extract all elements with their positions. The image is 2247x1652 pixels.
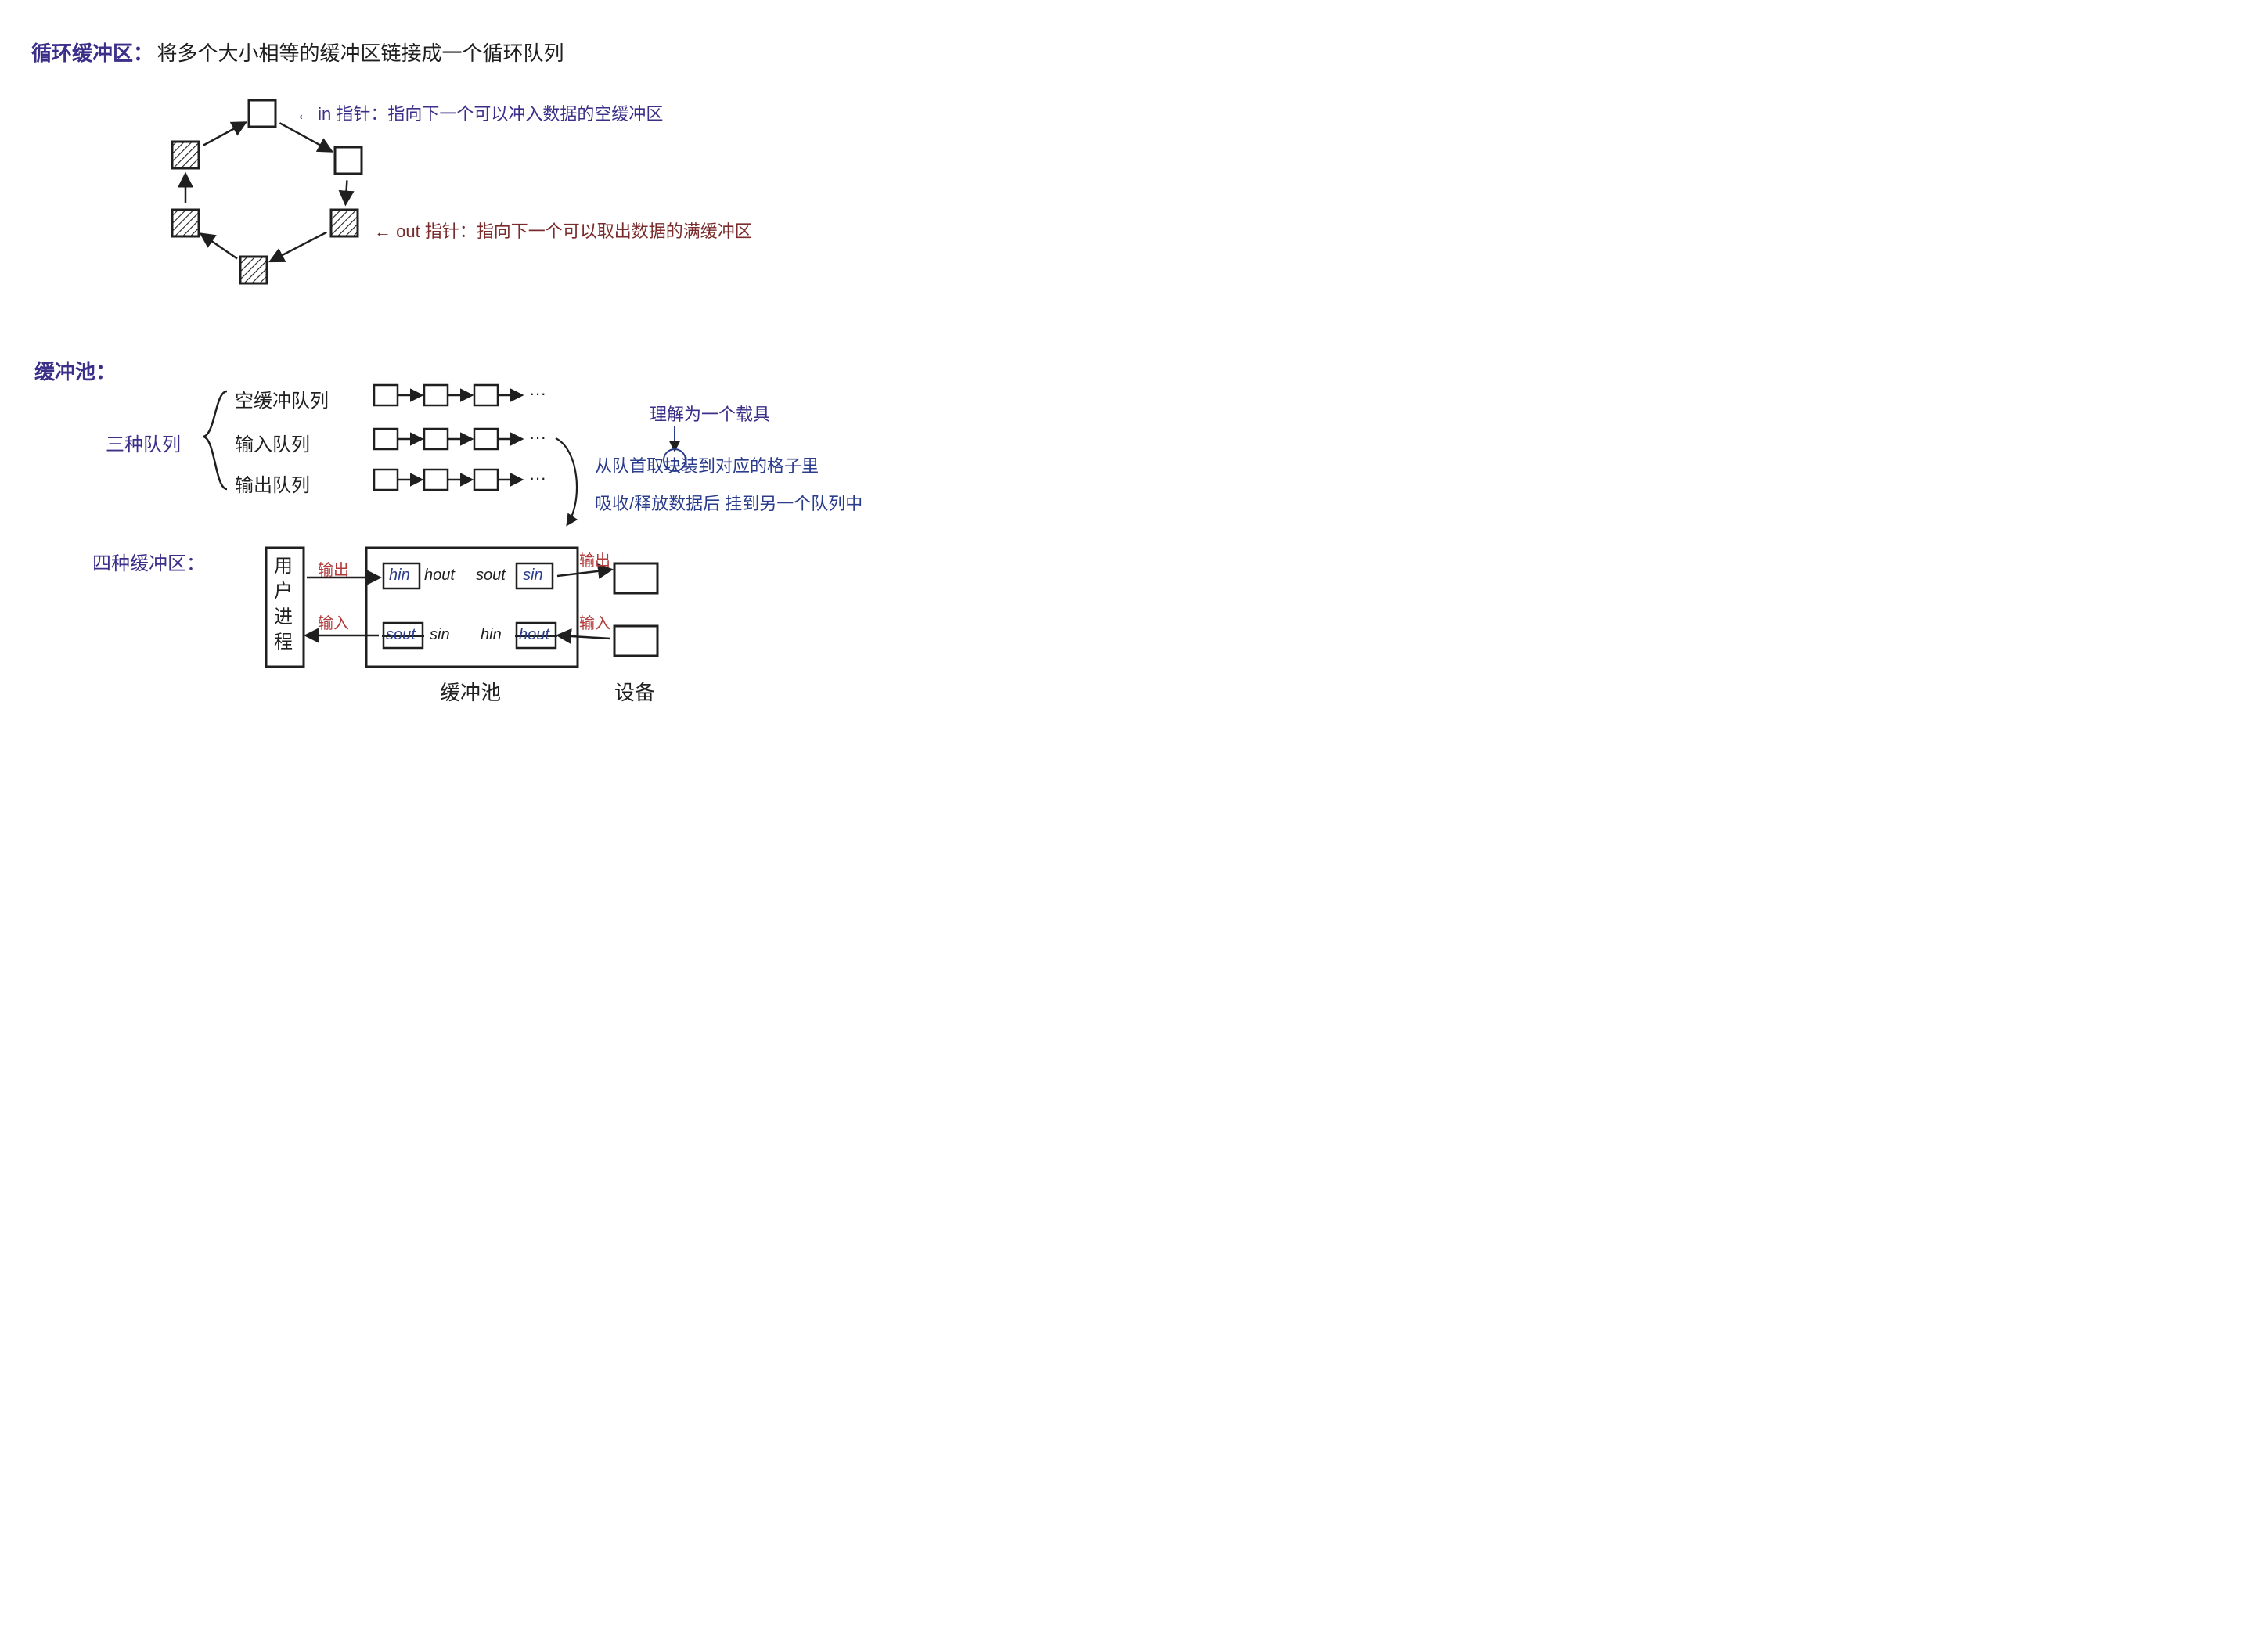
cell-br-plain: hin [481, 626, 502, 644]
page-root: 循环缓冲区： 将多个大小相等的缓冲区链接成一个循环队列 ← in 指针：指向下一… [0, 0, 1007, 741]
pool-bottom-label: 缓冲池 [440, 677, 501, 706]
device-label: 设备 [614, 677, 655, 706]
arrow-out-right: 输出 [579, 548, 610, 570]
user-process-label: 用 户 进 程 [274, 554, 293, 656]
cell-tr-boxed: sin [523, 567, 543, 585]
cell-tl-plain: hout [424, 567, 455, 585]
cell-bl-boxed: sout [386, 626, 416, 644]
arrow-in-right: 输入 [579, 610, 610, 633]
cell-tl-boxed: hin [389, 567, 410, 585]
arrow-out-left: 输出 [318, 557, 349, 580]
arrow-in-left: 输入 [318, 610, 349, 633]
cell-bl-plain: sin [430, 626, 450, 644]
cell-tr-plain: sout [476, 567, 506, 585]
cell-br-boxed: hout [519, 626, 549, 644]
